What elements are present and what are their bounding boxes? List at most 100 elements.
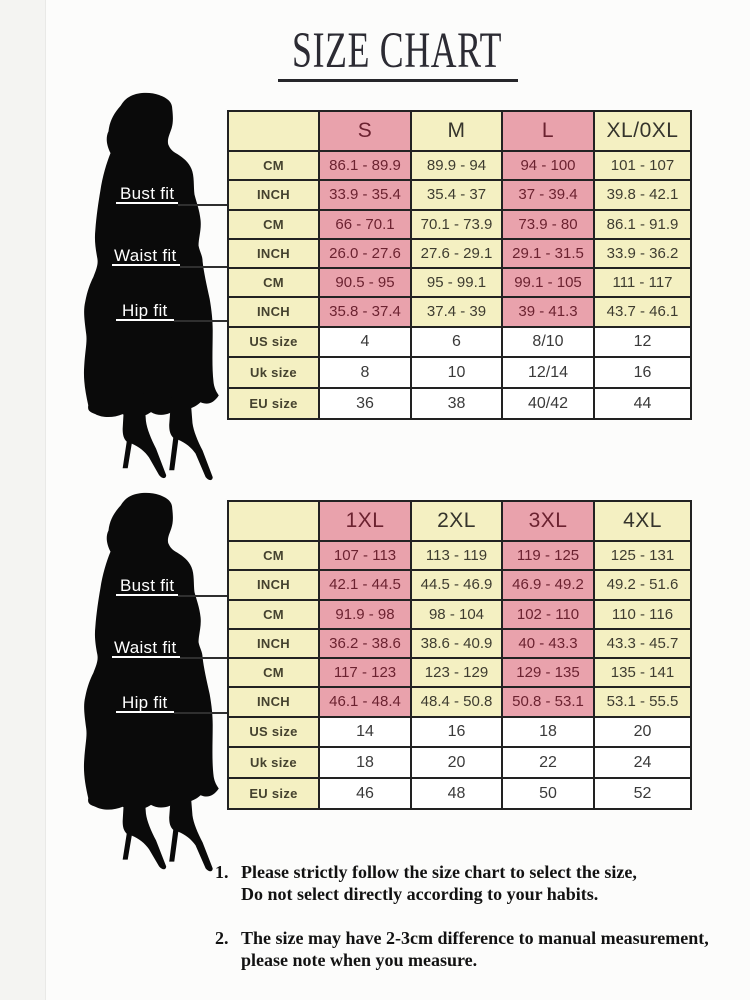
row-label: EU size xyxy=(227,387,320,420)
size-cell: 37 - 39.4 xyxy=(501,179,595,211)
size-cell: 95 - 99.1 xyxy=(410,267,503,299)
page-title-wrap: SIZE CHART xyxy=(44,22,750,80)
size-column-header: 4XL xyxy=(593,499,692,543)
size-column-header: 3XL xyxy=(501,499,595,543)
size-cell: 14 xyxy=(318,715,412,749)
row-label: INCH xyxy=(227,237,320,270)
size-cell: 113 - 119 xyxy=(410,540,503,572)
size-cell: 29.1 - 31.5 xyxy=(501,237,595,270)
size-cell: 50 xyxy=(501,777,595,810)
bust-fit-connector-line xyxy=(178,595,229,597)
hip-fit-connector-line xyxy=(174,320,229,322)
row-label: INCH xyxy=(227,686,320,718)
hip-fit-label: Hip fit xyxy=(122,301,168,320)
row-label: INCH xyxy=(227,296,320,328)
size-cell: 8/10 xyxy=(501,325,595,359)
size-cell: 86.1 - 91.9 xyxy=(593,208,692,240)
size-column-header: 2XL xyxy=(410,499,503,543)
bust-fit-label: Bust fit xyxy=(120,576,175,595)
size-cell: 70.1 - 73.9 xyxy=(410,208,503,240)
size-cell: 42.1 - 44.5 xyxy=(318,569,412,601)
size-cell: 18 xyxy=(501,715,595,749)
row-label: CM xyxy=(227,540,320,572)
size-column-header: XL/0XL xyxy=(593,109,692,153)
size-cell: 20 xyxy=(410,746,503,780)
size-cell: 49.2 - 51.6 xyxy=(593,569,692,601)
hip-fit-connector-line xyxy=(174,712,229,714)
size-cell: 27.6 - 29.1 xyxy=(410,237,503,270)
corner-cell xyxy=(227,499,320,543)
note-line: Please strictly follow the size chart to… xyxy=(241,862,637,882)
size-cell: 111 - 117 xyxy=(593,267,692,299)
size-cell: 16 xyxy=(410,715,503,749)
title-underline xyxy=(278,79,518,82)
note-number: 2. xyxy=(215,928,229,948)
note-item: 2. The size may have 2-3cm difference to… xyxy=(215,927,747,971)
size-cell: 43.3 - 45.7 xyxy=(593,627,692,660)
size-column-header: 1XL xyxy=(318,499,412,543)
row-label: INCH xyxy=(227,179,320,211)
size-cell: 26.0 - 27.6 xyxy=(318,237,412,270)
row-label: CM xyxy=(227,208,320,240)
size-cell: 98 - 104 xyxy=(410,598,503,630)
size-cell: 6 xyxy=(410,325,503,359)
size-cell: 40 - 43.3 xyxy=(501,627,595,660)
note-line: The size may have 2-3cm difference to ma… xyxy=(241,928,709,948)
size-cell: 10 xyxy=(410,356,503,390)
row-label: Uk size xyxy=(227,356,320,390)
size-table-1xl-4xl: 1XL 2XL 3XL 4XL CM 107 - 113 113 - 119 119 - 12… xyxy=(227,499,692,810)
hip-fit-label: Hip fit xyxy=(122,693,168,712)
size-cell: 38 xyxy=(410,387,503,420)
row-label: INCH xyxy=(227,569,320,601)
size-cell: 94 - 100 xyxy=(501,150,595,182)
woman-silhouette-top xyxy=(83,92,219,481)
size-cell: 33.9 - 36.2 xyxy=(593,237,692,270)
size-cell: 35.8 - 37.4 xyxy=(318,296,412,328)
bust-fit-underline xyxy=(116,594,178,596)
row-label: CM xyxy=(227,657,320,689)
waist-fit-label: Waist fit xyxy=(114,246,177,265)
size-cell: 53.1 - 55.5 xyxy=(593,686,692,718)
row-label: CM xyxy=(227,267,320,299)
row-label: US size xyxy=(227,715,320,749)
note-text: The size may have 2-3cm difference to ma… xyxy=(241,927,709,971)
size-cell: 107 - 113 xyxy=(318,540,412,572)
size-cell: 129 - 135 xyxy=(501,657,595,689)
size-cell: 46.1 - 48.4 xyxy=(318,686,412,718)
size-cell: 35.4 - 37 xyxy=(410,179,503,211)
size-cell: 89.9 - 94 xyxy=(410,150,503,182)
size-cell: 39 - 41.3 xyxy=(501,296,595,328)
notes: 1. Please strictly follow the size chart… xyxy=(215,861,747,993)
hip-fit-underline xyxy=(116,319,174,321)
size-cell: 91.9 - 98 xyxy=(318,598,412,630)
size-cell: 4 xyxy=(318,325,412,359)
size-cell: 50.8 - 53.1 xyxy=(501,686,595,718)
size-cell: 99.1 - 105 xyxy=(501,267,595,299)
size-column-header: S xyxy=(318,109,412,153)
note-line: Do not select directly according to your… xyxy=(241,884,599,904)
row-label: CM xyxy=(227,598,320,630)
size-cell: 101 - 107 xyxy=(593,150,692,182)
size-cell: 46.9 - 49.2 xyxy=(501,569,595,601)
size-cell: 20 xyxy=(593,715,692,749)
size-cell: 117 - 123 xyxy=(318,657,412,689)
waist-fit-connector-line xyxy=(180,657,229,659)
woman-silhouette-bottom xyxy=(83,492,219,872)
photo-left-margin xyxy=(0,0,45,1000)
page-title: SIZE CHART xyxy=(291,23,503,79)
size-column-header: L xyxy=(501,109,595,153)
row-label: Uk size xyxy=(227,746,320,780)
note-line: please note when you measure. xyxy=(241,950,478,970)
size-cell: 102 - 110 xyxy=(501,598,595,630)
waist-fit-connector-line xyxy=(180,266,229,268)
row-label: EU size xyxy=(227,777,320,810)
size-cell: 119 - 125 xyxy=(501,540,595,572)
size-cell: 33.9 - 35.4 xyxy=(318,179,412,211)
size-cell: 12 xyxy=(593,325,692,359)
size-cell: 90.5 - 95 xyxy=(318,267,412,299)
hip-fit-underline xyxy=(116,711,174,713)
size-cell: 8 xyxy=(318,356,412,390)
size-cell: 43.7 - 46.1 xyxy=(593,296,692,328)
size-cell: 40/42 xyxy=(501,387,595,420)
note-text: Please strictly follow the size chart to… xyxy=(241,861,637,905)
